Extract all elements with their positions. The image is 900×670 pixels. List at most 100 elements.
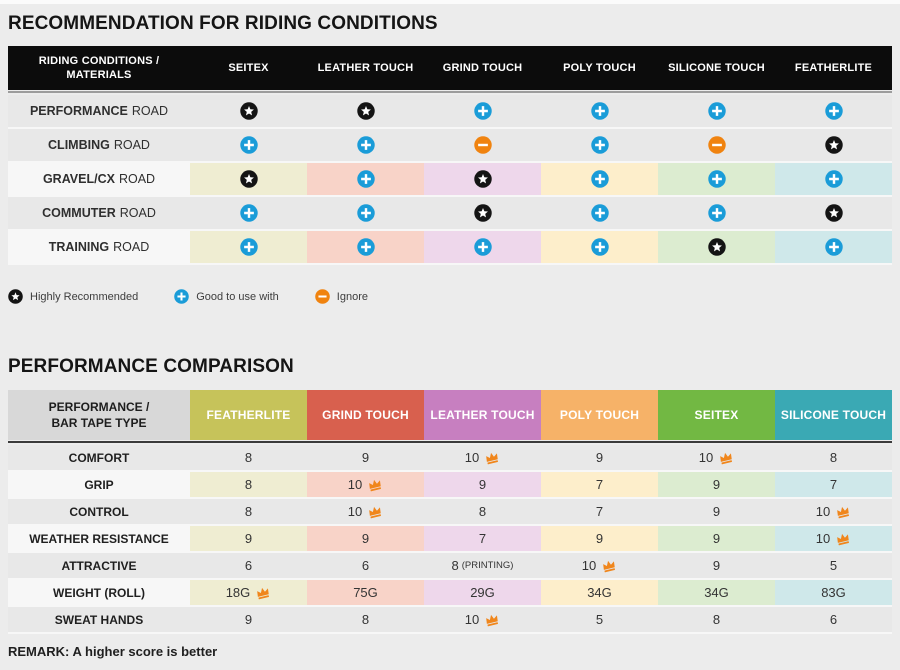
recommendation-icon: [356, 102, 375, 120]
recommendation-icon: [356, 238, 375, 256]
column-header-poly-touch: POLY TOUCH: [563, 61, 636, 74]
performance-table-header: PERFORMANCE / BAR TAPE TYPE FEATHERLITE G…: [8, 390, 892, 440]
score-cell: 9: [190, 607, 307, 632]
column-header-grind-touch: GRIND TOUCH: [442, 61, 523, 74]
score-cell: 10: [424, 445, 541, 470]
score-cell: 8: [424, 499, 541, 524]
score-cell: 7: [775, 472, 892, 497]
recommendation-icon: [473, 238, 492, 256]
row-label: COMMUTER ROAD: [8, 197, 190, 229]
recommendation-cell: [658, 197, 775, 229]
recommendation-icon: [239, 204, 258, 222]
score-cell: 34G: [541, 580, 658, 605]
table-row-performance-road: PERFORMANCE ROAD: [8, 95, 892, 129]
header-divider: [8, 441, 892, 443]
crown-icon: [367, 505, 383, 519]
recommendation-icon: [824, 238, 843, 256]
recommendation-cell: [307, 231, 424, 263]
recommendation-icon: [590, 204, 609, 222]
performance-comparison-table: COMFORT 8 9 10 9 10 8 GRIP 8 10 9 7 9 7 …: [8, 445, 892, 634]
legend-label: Highly Recommended: [30, 290, 139, 303]
recommendation-cell: [658, 231, 775, 263]
column-header-leather-touch: LEATHER TOUCH: [424, 390, 541, 440]
recommendation-cell: [424, 197, 541, 229]
score-cell: 29G: [424, 580, 541, 605]
score-cell: 83G: [775, 580, 892, 605]
recommendation-icon: [590, 136, 609, 154]
riding-table-header: RIDING CONDITIONS / MATERIALS SEITEX LEAT…: [8, 46, 892, 90]
score-cell: 9: [307, 526, 424, 551]
table-row-weather-resistance: WEATHER RESISTANCE 9 9 7 9 9 10: [8, 526, 892, 553]
score-cell: 8: [307, 607, 424, 632]
recommendation-icon: [473, 170, 492, 188]
legend-label: Good to use with: [196, 290, 279, 303]
recommendation-cell: [190, 129, 307, 161]
legend-item-good-to-use: Good to use with: [174, 289, 279, 304]
recommendation-icon: [590, 102, 609, 120]
recommendation-cell: [424, 163, 541, 195]
score-cell: 9: [658, 526, 775, 551]
score-cell: 10: [307, 472, 424, 497]
score-cell: 10: [658, 445, 775, 470]
score-cell: 9: [424, 472, 541, 497]
score-cell: 6: [190, 553, 307, 578]
recommendation-cell: [541, 129, 658, 161]
score-cell: 9: [658, 553, 775, 578]
recommendation-icon: [356, 204, 375, 222]
recommendation-cell: [658, 129, 775, 161]
row-label: CLIMBING ROAD: [8, 129, 190, 161]
recommendation-icon: [239, 170, 258, 188]
recommendation-icon: [824, 136, 843, 154]
score-cell: 9: [190, 526, 307, 551]
score-cell: 10: [541, 553, 658, 578]
good-to-use-icon: [174, 289, 189, 304]
score-cell: 18G: [190, 580, 307, 605]
column-header-silicone-touch: SILICONE TOUCH: [775, 390, 892, 440]
score-cell: 9: [541, 445, 658, 470]
recommendation-icon: [707, 204, 726, 222]
crown-icon: [255, 586, 271, 600]
crown-icon: [484, 451, 500, 465]
recommendation-icon: [824, 170, 843, 188]
row-label: WEATHER RESISTANCE: [8, 526, 190, 551]
recommendation-cell: [775, 163, 892, 195]
recommendation-icon: [239, 136, 258, 154]
recommendation-cell: [190, 231, 307, 263]
score-cell: 75G: [307, 580, 424, 605]
score-cell: 10: [307, 499, 424, 524]
recommendation-cell: [424, 129, 541, 161]
score-cell: 7: [541, 499, 658, 524]
recommendation-cell: [541, 231, 658, 263]
score-cell: 10: [775, 526, 892, 551]
recommendation-cell: [775, 197, 892, 229]
score-cell: 6: [307, 553, 424, 578]
row-label: ATTRACTIVE: [8, 553, 190, 578]
column-header-leather-touch: LEATHER TOUCH: [317, 61, 414, 74]
legend-item-highly-recommended: Highly Recommended: [8, 289, 138, 304]
recommendation-icon: [356, 136, 375, 154]
recommendation-cell: [541, 197, 658, 229]
score-cell: 8 (PRINTING): [424, 553, 541, 578]
recommendation-cell: [307, 129, 424, 161]
column-header-featherlite: FEATHERLITE: [190, 390, 307, 440]
row-label: CONTROL: [8, 499, 190, 524]
column-header-silicone-touch: SILICONE TOUCH: [668, 61, 765, 74]
row-label: TRAINING ROAD: [8, 231, 190, 263]
recommendation-icon: [473, 102, 492, 120]
score-cell: 7: [424, 526, 541, 551]
recommendation-icon: [707, 102, 726, 120]
score-cell: 5: [775, 553, 892, 578]
table-row-gravel-cx-road: GRAVEL/CX ROAD: [8, 163, 892, 197]
recommendation-cell: [658, 95, 775, 127]
recommendation-cell: [775, 129, 892, 161]
performance-header-label: PERFORMANCE / BAR TAPE TYPE: [8, 390, 190, 440]
header-divider: [8, 91, 892, 93]
score-cell: 9: [541, 526, 658, 551]
row-label: PERFORMANCE ROAD: [8, 95, 190, 127]
score-cell: 5: [541, 607, 658, 632]
recommendation-icon: [473, 136, 492, 154]
recommendation-icon: [239, 102, 258, 120]
crown-icon: [835, 505, 851, 519]
score-cell: 8: [190, 472, 307, 497]
recommendation-icon: [590, 170, 609, 188]
